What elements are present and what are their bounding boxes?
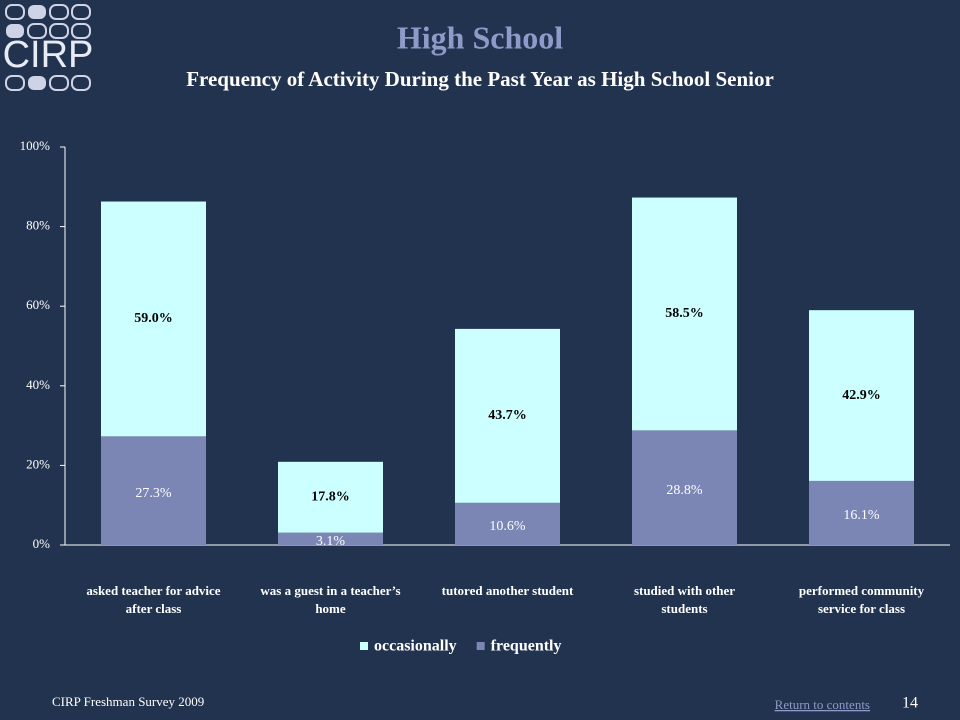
data-label: 16.1% xyxy=(843,508,880,523)
footer-source: CIRP Freshman Survey 2009 xyxy=(52,694,204,709)
data-label: 17.8% xyxy=(311,489,350,504)
data-label: 43.7% xyxy=(488,408,527,423)
return-link[interactable]: Return to contents xyxy=(775,697,870,712)
legend-label: occasionally xyxy=(374,638,457,655)
x-tick-label: asked teacher for advice after class xyxy=(86,583,221,616)
data-label: 58.5% xyxy=(665,306,704,321)
y-tick-label: 40% xyxy=(26,377,50,392)
x-label-box: tutored another student xyxy=(441,583,574,598)
bar-segment xyxy=(455,328,560,503)
page-number: 14 xyxy=(902,695,918,712)
y-tick-label: 60% xyxy=(26,297,50,312)
data-label: 10.6% xyxy=(489,519,526,534)
x-label-box: was a guest in a teacher’s home xyxy=(260,583,401,616)
logo-text: CIRP xyxy=(3,34,94,76)
data-label: 3.1% xyxy=(316,534,346,549)
logo: CIRP xyxy=(3,4,94,91)
x-label-box: performed community service for class xyxy=(798,583,925,616)
chart-subtitle: Frequency of Activity During the Past Ye… xyxy=(186,67,774,91)
x-tick-label: tutored another student xyxy=(441,583,574,598)
bar-segment xyxy=(809,480,914,545)
legend-swatch xyxy=(360,642,368,650)
y-tick-label: 80% xyxy=(26,218,50,233)
data-label: 28.8% xyxy=(666,483,703,498)
bar-segment xyxy=(101,201,206,437)
chart-title: High School xyxy=(397,19,563,55)
x-label-box: studied with other students xyxy=(633,583,736,616)
legend-label: frequently xyxy=(491,638,562,655)
x-tick-label: performed community service for class xyxy=(798,583,925,616)
y-tick-label: 0% xyxy=(33,536,51,551)
x-tick-label: studied with other students xyxy=(633,583,736,616)
y-tick-label: 20% xyxy=(26,456,50,471)
x-label-box: asked teacher for advice after class xyxy=(86,583,221,616)
bar-segment xyxy=(455,502,560,545)
data-label: 59.0% xyxy=(134,311,173,326)
x-tick-label: was a guest in a teacher’s home xyxy=(260,583,401,616)
bar-segment xyxy=(632,430,737,545)
legend-swatch xyxy=(476,642,485,650)
data-label: 42.9% xyxy=(842,388,881,403)
bar-segment xyxy=(101,436,206,545)
y-tick-label: 100% xyxy=(20,138,51,153)
bar-segment xyxy=(278,532,383,545)
data-label: 27.3% xyxy=(135,486,172,501)
bar-segment xyxy=(278,461,383,533)
bar-segment xyxy=(809,310,914,481)
bar-segment xyxy=(632,197,737,431)
